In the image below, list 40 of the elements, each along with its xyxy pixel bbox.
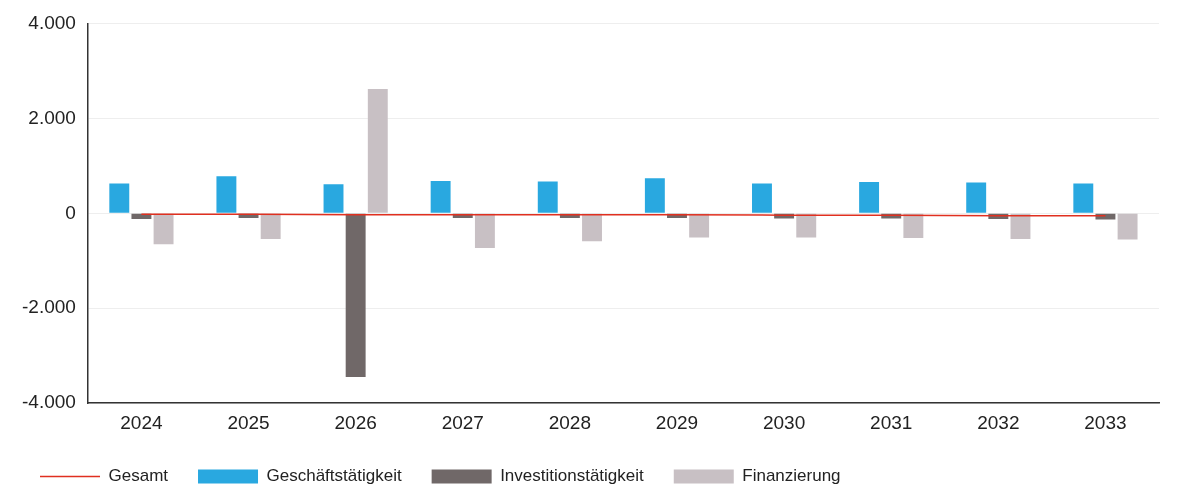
bar xyxy=(859,181,880,213)
bar xyxy=(323,184,344,213)
y-tick-label: -2.000 xyxy=(22,296,76,318)
y-tick-label: 4.000 xyxy=(28,11,76,33)
bar xyxy=(903,213,924,238)
bar xyxy=(966,182,987,213)
bar xyxy=(537,181,558,213)
x-tick-label: 2029 xyxy=(655,411,699,433)
bar xyxy=(260,213,281,239)
bar xyxy=(109,183,130,213)
x-tick-label: 2028 xyxy=(548,411,592,433)
bar xyxy=(345,213,366,378)
legend-label: Finanzierung xyxy=(742,466,841,486)
bar xyxy=(582,213,602,242)
y-tick-label: 0 xyxy=(65,201,76,223)
bar xyxy=(1010,213,1031,239)
x-tick-label: 2026 xyxy=(334,411,377,433)
x-tick-label: 2025 xyxy=(227,411,270,433)
x-tick-label: 2027 xyxy=(441,411,484,433)
bar xyxy=(689,213,710,238)
bar xyxy=(474,213,495,248)
legend-label: Geschäftstätigkeit xyxy=(266,466,402,486)
bar xyxy=(752,183,772,213)
bar xyxy=(1117,213,1138,240)
legend-label: Gesamt xyxy=(108,466,169,486)
legend-label: Investitionstätigkeit xyxy=(500,466,645,486)
y-tick-label: -4.000 xyxy=(22,391,76,413)
bar xyxy=(796,213,817,238)
x-tick-label: 2033 xyxy=(1084,411,1127,433)
bar xyxy=(430,181,451,213)
bar xyxy=(216,176,237,213)
bar xyxy=(367,88,388,213)
bar xyxy=(1073,183,1094,213)
bar xyxy=(153,213,174,245)
x-tick-label: 2030 xyxy=(762,411,806,433)
x-tick-label: 2031 xyxy=(870,411,913,433)
x-tick-label: 2032 xyxy=(977,411,1020,433)
x-tick-label: 2024 xyxy=(120,411,163,433)
bar xyxy=(644,178,665,213)
y-tick-label: 2.000 xyxy=(28,106,76,128)
